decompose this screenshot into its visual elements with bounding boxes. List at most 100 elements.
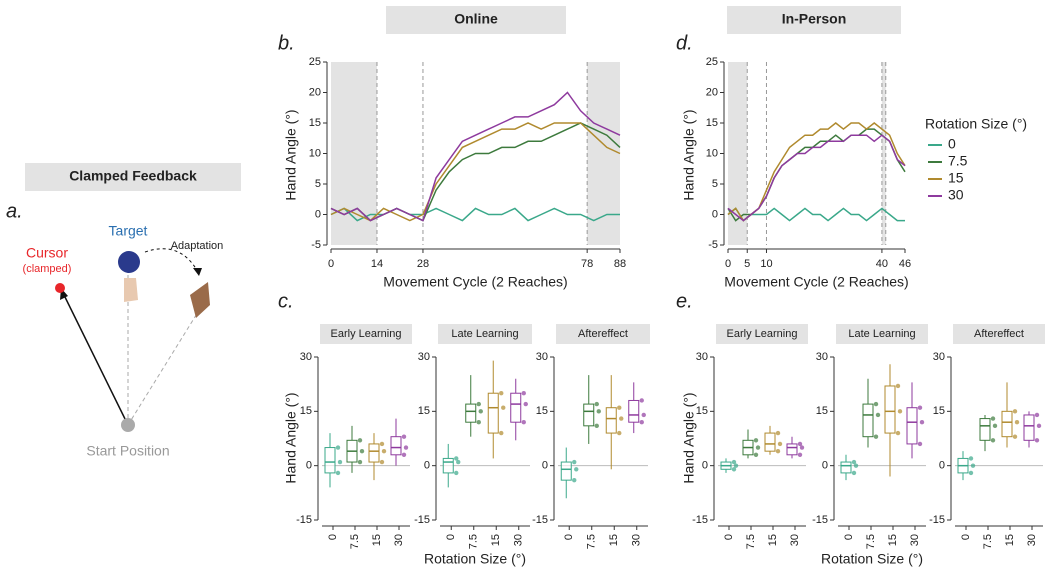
title-bg bbox=[716, 324, 808, 344]
series-line bbox=[727, 134, 906, 222]
dot bbox=[476, 420, 481, 425]
x-tick-label: 15 bbox=[1004, 534, 1016, 546]
y-tick-label: 0 bbox=[712, 208, 718, 220]
title-bg bbox=[320, 324, 412, 344]
dot bbox=[917, 441, 923, 447]
x-axis-label: Movement Cycle (2 Reaches) bbox=[383, 274, 567, 290]
hand bbox=[124, 278, 138, 302]
dashed-path bbox=[127, 311, 199, 426]
series-line bbox=[330, 207, 620, 222]
dot bbox=[594, 423, 599, 429]
dot bbox=[523, 401, 528, 407]
dot bbox=[639, 398, 644, 403]
y-tick-label: -15 bbox=[532, 514, 548, 526]
dot bbox=[753, 452, 759, 457]
dot bbox=[875, 412, 881, 418]
box bbox=[840, 461, 852, 474]
y-tick-label: 30 bbox=[696, 351, 708, 363]
y-tick-label: 0 bbox=[306, 460, 312, 472]
dot bbox=[917, 405, 923, 410]
title-bg bbox=[953, 324, 1045, 344]
x-tick-label: 15 bbox=[608, 534, 620, 546]
box bbox=[368, 443, 380, 463]
y-tick-label: 0 bbox=[424, 460, 430, 472]
title-bg bbox=[438, 324, 532, 344]
box bbox=[605, 407, 617, 434]
arrow-head bbox=[193, 268, 202, 276]
dot bbox=[521, 420, 526, 425]
shaded-block bbox=[587, 62, 620, 245]
panel-label: c. bbox=[278, 290, 294, 312]
series-line bbox=[727, 207, 905, 222]
y-tick-label: -15 bbox=[692, 514, 708, 526]
dot bbox=[381, 448, 387, 454]
dot bbox=[797, 452, 803, 457]
box bbox=[786, 443, 798, 456]
x-tick-label: 0 bbox=[327, 534, 339, 540]
y-tick-label: 30 bbox=[933, 351, 945, 363]
dot bbox=[970, 463, 976, 468]
series-line bbox=[330, 91, 621, 222]
box bbox=[1001, 410, 1013, 438]
legend-title: Rotation Size (°) bbox=[925, 116, 1027, 132]
box bbox=[1023, 414, 1035, 441]
dot bbox=[617, 405, 622, 410]
x-tick-label: 30 bbox=[393, 534, 405, 546]
x-tick-label: 46 bbox=[899, 258, 911, 270]
header-bg bbox=[386, 6, 566, 34]
x-tick-label: 15 bbox=[767, 534, 779, 546]
y-tick-label: 30 bbox=[816, 351, 828, 363]
legend-label: 15 bbox=[948, 170, 964, 186]
dot bbox=[337, 459, 343, 465]
dot bbox=[454, 456, 459, 461]
y-tick-label: 5 bbox=[712, 178, 718, 190]
y-axis-label: Hand Angle (°) bbox=[283, 109, 299, 200]
x-tick-label: 7.5 bbox=[865, 534, 877, 549]
dot bbox=[499, 391, 504, 396]
dot bbox=[596, 409, 601, 414]
x-tick-label: 7.5 bbox=[745, 534, 757, 549]
y-tick-label: 20 bbox=[706, 86, 718, 98]
x-axis-label: Movement Cycle (2 Reaches) bbox=[724, 274, 908, 290]
dot bbox=[357, 459, 363, 465]
dot bbox=[797, 441, 803, 447]
x-tick-label: 15 bbox=[490, 534, 502, 546]
target-label: Target bbox=[109, 223, 148, 239]
y-tick-label: 0 bbox=[315, 208, 321, 220]
dot bbox=[379, 459, 385, 465]
dot bbox=[1036, 423, 1042, 429]
x-tick-label: 15 bbox=[371, 534, 383, 546]
y-tick-label: 15 bbox=[933, 405, 945, 417]
legend-label: 0 bbox=[948, 136, 956, 152]
shaded-block bbox=[728, 62, 748, 245]
box bbox=[884, 385, 896, 434]
x-tick-label: 7.5 bbox=[468, 534, 480, 549]
x-tick-label: 28 bbox=[417, 258, 429, 270]
dot bbox=[1034, 412, 1040, 418]
x-tick-label: 0 bbox=[328, 258, 334, 270]
box bbox=[560, 461, 572, 481]
dot bbox=[851, 459, 857, 465]
y-tick-label: -15 bbox=[812, 514, 828, 526]
dot bbox=[731, 459, 737, 465]
dot bbox=[777, 441, 783, 447]
dot bbox=[594, 401, 599, 407]
y-tick-label: -15 bbox=[929, 514, 945, 526]
x-tick-label: 0 bbox=[960, 534, 972, 540]
y-tick-label: 30 bbox=[418, 351, 430, 363]
panel-title: Aftereffect bbox=[974, 328, 1024, 340]
box bbox=[764, 432, 776, 452]
panel-title: Early Learning bbox=[727, 328, 798, 340]
dot bbox=[335, 445, 341, 450]
dot bbox=[990, 438, 996, 443]
box bbox=[442, 457, 454, 474]
header: Clamped Feedback bbox=[69, 168, 197, 184]
dot bbox=[897, 409, 903, 414]
x-tick-label: 0 bbox=[723, 534, 735, 540]
dot bbox=[521, 391, 526, 396]
y-tick-label: 30 bbox=[536, 351, 548, 363]
dot bbox=[919, 420, 925, 425]
dot bbox=[335, 470, 341, 476]
x-axis-label: Rotation Size (°) bbox=[424, 551, 526, 567]
dot bbox=[403, 445, 409, 450]
